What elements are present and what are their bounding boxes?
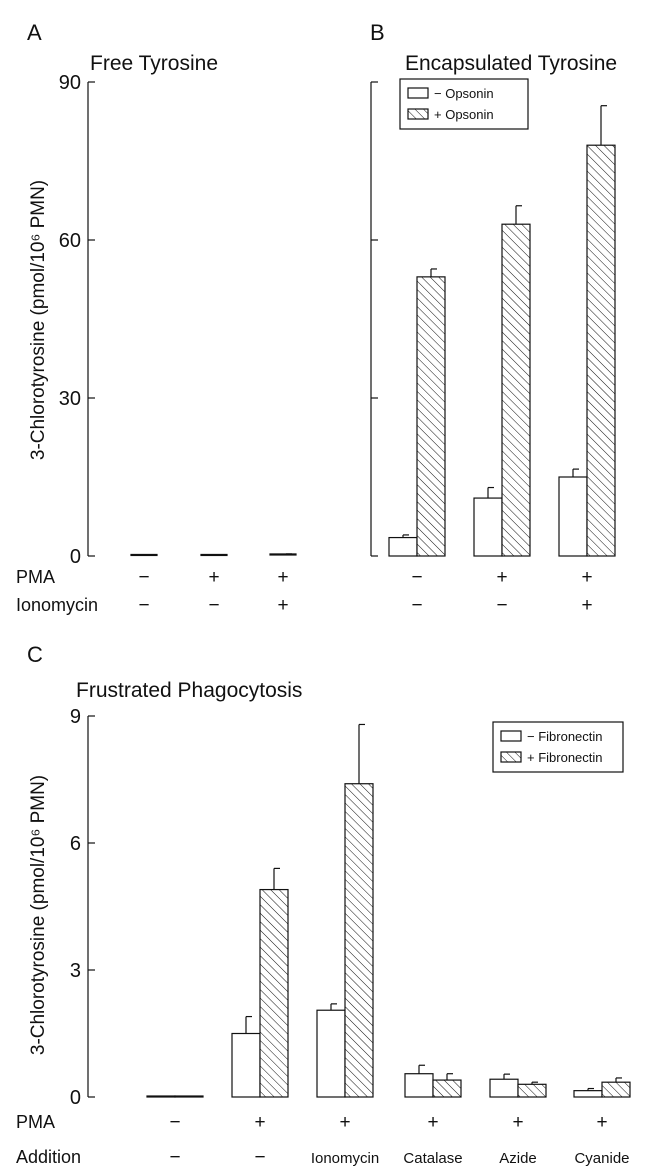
panel-b-condition-value: + [496, 567, 507, 588]
panel-c-y-tick-label: 6 [70, 833, 81, 855]
panel-b-bar [473, 497, 503, 557]
panel-c-bar [404, 1073, 434, 1098]
panel-c-condition-value: Azide [499, 1150, 537, 1167]
condition-label-1: Ionomycin [16, 595, 98, 615]
panel-c-bar [316, 1009, 346, 1098]
panel-c-condition-value: + [512, 1112, 523, 1133]
panel-b-condition-value: − [496, 595, 507, 616]
panel-b-condition-value: + [581, 595, 592, 616]
panel-a-y-tick-label: 30 [59, 388, 81, 410]
panel-a-bar [269, 553, 297, 556]
panel-c-condition-label: PMA [16, 1112, 55, 1132]
panel-c-legend-swatch-hatched [500, 751, 522, 763]
panel-c-condition-value: + [596, 1112, 607, 1133]
panel-c-condition-value: − [169, 1147, 180, 1168]
panel-c-bar [231, 1032, 261, 1098]
panel-b-condition-value: − [411, 595, 422, 616]
panel-c-y-ticks: 0 3 6 9 [70, 706, 95, 1109]
panel-a-condition-value: + [277, 567, 288, 588]
panel-c-bar [259, 888, 289, 1098]
panel-a-title: Free Tyrosine [90, 52, 218, 75]
panel-c-condition-value: + [254, 1112, 265, 1133]
panel-a-y-tick-label: 90 [59, 72, 81, 94]
panel-c-ylabel: 3-Chlorotyrosine (pmol/10⁶ PMN) [28, 775, 49, 1055]
panel-b-bar [501, 223, 531, 557]
panel-b-legend-label-minus: − Opsonin [434, 86, 494, 101]
panel-c-y-tick-label: 0 [70, 1087, 81, 1109]
panel-b-bar [558, 476, 588, 557]
panel-c-legend-label-minus: − Fibronectin [527, 729, 603, 744]
panel-c-legend: − Fibronectin + Fibronectin [492, 721, 624, 773]
panel-b-legend-swatch-hatched [407, 108, 429, 120]
panel-c-bar [517, 1083, 547, 1098]
panel-c-y-tick-label: 3 [70, 960, 81, 982]
panel-c-bar [489, 1078, 519, 1098]
panel-c-bar [344, 783, 374, 1098]
panel-c-legend-frame [492, 721, 624, 773]
panel-b-title: Encapsulated Tyrosine [405, 52, 617, 75]
panel-c-bar [573, 1090, 603, 1098]
panel-c-condition-label: Addition [16, 1147, 81, 1167]
panel-a-condition-value: + [277, 595, 288, 616]
panel-c-condition-value: Catalase [403, 1150, 462, 1167]
panel-c-bar [146, 1095, 176, 1098]
panel-ab-condition-rows: PMA − + + Ionomycin − − + − + + − − + [16, 567, 593, 616]
panel-b-legend-label-plus: + Opsonin [434, 107, 494, 122]
panel-c-title: Frustrated Phagocytosis [76, 679, 302, 702]
panel-c-bar [601, 1081, 631, 1098]
panel-a-y-ticks: 0 30 60 90 [59, 72, 95, 568]
panel-c-condition-value: − [169, 1112, 180, 1133]
panel-a-condition-value: + [208, 567, 219, 588]
panel-c-condition-value: Cyanide [574, 1150, 629, 1167]
panel-c-condition-rows: PMA − + + + + + Addition − − Ionomycin Catalase Azid… [16, 1112, 630, 1168]
panel-c-legend-label-plus: + Fibronectin [527, 750, 603, 765]
panel-b-legend-frame [399, 78, 529, 130]
panel-b-legend: − Opsonin + Opsonin [399, 78, 529, 130]
panel-a-condition-value: − [138, 567, 149, 588]
panel-c-condition-value: − [254, 1147, 265, 1168]
panel-a-y-tick-label: 0 [70, 546, 81, 568]
panel-b-bar [586, 144, 616, 557]
panel-b-y-ticks [371, 81, 378, 557]
panel-c-legend-swatch-open [500, 730, 522, 742]
panel-a-bars [130, 553, 297, 557]
panel-c-bar [432, 1079, 462, 1098]
panel-b-legend-swatch-open [407, 87, 429, 99]
panel-a-condition-value: − [138, 595, 149, 616]
panel-b-bars [388, 105, 616, 557]
panel-a-y-tick-label: 60 [59, 230, 81, 252]
panel-a-bar [200, 553, 228, 557]
panel-letter-a: A [27, 20, 42, 45]
panel-b-bar [388, 536, 418, 557]
panel-a-condition-value: − [208, 595, 219, 616]
panel-b-condition-value: + [581, 567, 592, 588]
condition-label-0: PMA [16, 567, 55, 587]
panel-b-bar [416, 276, 446, 557]
panel-c-condition-value: Ionomycin [311, 1150, 379, 1167]
panel-letter-c: C [27, 642, 43, 667]
panel-a-ylabel: 3-Chlorotyrosine (pmol/10⁶ PMN) [28, 180, 49, 460]
panel-c-bars [146, 723, 631, 1098]
panel-c-y-tick-label: 9 [70, 706, 81, 728]
panel-b-condition-value: − [411, 567, 422, 588]
panel-a-bar [130, 553, 158, 557]
panel-letter-b: B [370, 20, 385, 45]
panel-c-condition-value: + [427, 1112, 438, 1133]
panel-c-bar [174, 1095, 204, 1098]
panel-c-condition-value: + [339, 1112, 350, 1133]
